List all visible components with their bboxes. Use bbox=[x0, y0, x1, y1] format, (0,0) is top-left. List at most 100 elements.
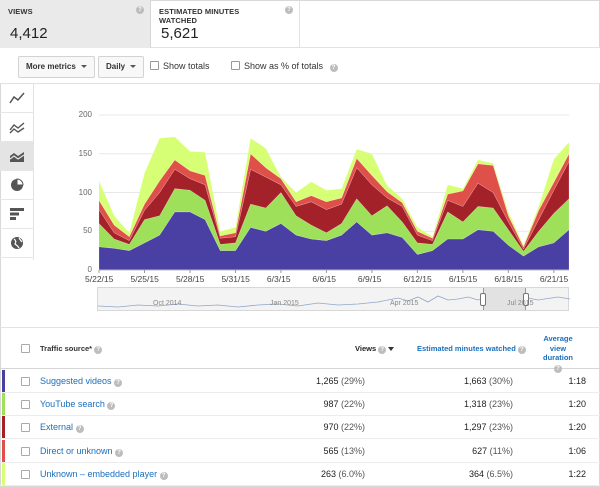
help-icon[interactable]: ? bbox=[378, 346, 387, 354]
help-icon[interactable]: ? bbox=[285, 6, 293, 14]
granularity-label: Daily bbox=[106, 62, 126, 71]
row-checkbox[interactable] bbox=[21, 377, 30, 386]
table-row: Direct or unknown ? 565 (13%) 627 (11%) 1:0… bbox=[0, 439, 600, 463]
views-cell: 970 (22%) bbox=[323, 422, 365, 433]
stacked-area-chart-icon bbox=[9, 152, 25, 162]
duration-cell: 1:18 bbox=[568, 376, 586, 386]
duration-cell: 1:20 bbox=[568, 399, 586, 410]
traffic-source-link[interactable]: Direct or unknown ? bbox=[40, 446, 124, 457]
minutes-cell: 1,318 (23%) bbox=[463, 399, 513, 410]
timeline-handle-right[interactable] bbox=[523, 293, 529, 306]
help-icon[interactable]: ? bbox=[329, 64, 338, 72]
series-color-swatch bbox=[2, 370, 5, 392]
pie-chart-button[interactable] bbox=[0, 171, 34, 200]
y-tick-label: 100 bbox=[78, 187, 92, 197]
pie-chart-icon bbox=[11, 178, 24, 191]
more-metrics-dropdown[interactable]: More metrics bbox=[18, 56, 95, 78]
x-tick-label: 6/6/15 bbox=[312, 274, 337, 284]
row-checkbox[interactable] bbox=[21, 446, 30, 456]
show-totals-label: Show totals bbox=[163, 61, 210, 71]
y-tick-label: 50 bbox=[83, 226, 92, 236]
x-tick-label: 6/15/15 bbox=[448, 274, 478, 284]
y-tick-label: 150 bbox=[78, 148, 92, 158]
show-totals-checkbox[interactable]: Show totals bbox=[150, 61, 210, 71]
bar-chart-button[interactable] bbox=[0, 200, 34, 229]
traffic-source-link[interactable]: External ? bbox=[40, 422, 84, 434]
help-icon[interactable]: ? bbox=[75, 425, 84, 434]
x-tick-label: 5/25/15 bbox=[130, 274, 159, 284]
more-metrics-label: More metrics bbox=[26, 62, 76, 71]
timeline-label: Jan 2015 bbox=[270, 300, 299, 307]
views-column-header[interactable]: Views ? bbox=[355, 344, 395, 354]
views-cell: 987 (22%) bbox=[323, 399, 365, 410]
row-checkbox[interactable] bbox=[21, 400, 30, 410]
timeline-navigator[interactable]: Oct 2014 Jan 2015 Apr 2015 Jul 2015 bbox=[97, 287, 570, 311]
table-row: Unknown – embedded player ? 263 (6.0%) 364… bbox=[0, 462, 600, 486]
x-tick-label: 6/12/15 bbox=[403, 274, 432, 284]
multi-line-chart-button[interactable] bbox=[0, 113, 34, 142]
help-icon[interactable]: ? bbox=[107, 402, 116, 411]
traffic-source-link[interactable]: YouTube search ? bbox=[40, 399, 116, 411]
line-chart-button[interactable] bbox=[0, 84, 34, 113]
duration-cell: 1:20 bbox=[568, 422, 586, 433]
x-tick-label: 6/9/15 bbox=[357, 274, 382, 284]
show-pct-checkbox[interactable]: Show as % of totals ? bbox=[231, 61, 338, 72]
duration-cell: 1:06 bbox=[568, 445, 586, 456]
granularity-dropdown[interactable]: Daily bbox=[98, 56, 145, 78]
help-icon[interactable]: ? bbox=[94, 346, 103, 354]
tab-minutes-label: ESTIMATED MINUTES WATCHED bbox=[159, 7, 240, 25]
views-cell: 263 (6.0%) bbox=[320, 468, 365, 479]
x-tick-label: 5/28/15 bbox=[175, 274, 205, 284]
tab-views-value: 4,412 bbox=[10, 25, 48, 42]
table-row: YouTube search ? 987 (22%) 1,318 (23%) 1:20 bbox=[0, 393, 600, 417]
show-pct-label: Show as % of totals bbox=[244, 61, 324, 71]
help-icon[interactable]: ? bbox=[136, 6, 144, 14]
minutes-cell: 1,297 (23%) bbox=[463, 422, 513, 433]
stacked-area-chart bbox=[98, 114, 570, 273]
line-chart-icon bbox=[9, 92, 25, 104]
map-button[interactable] bbox=[0, 229, 34, 258]
duration-header-line: Average bbox=[543, 334, 573, 343]
x-tick-label: 5/31/15 bbox=[221, 274, 250, 284]
help-icon[interactable]: ? bbox=[115, 448, 124, 457]
checkbox-box[interactable] bbox=[231, 61, 240, 70]
minutes-column-header[interactable]: Estimated minutes watched ? bbox=[417, 344, 526, 354]
views-cell: 1,265 (29%) bbox=[315, 376, 365, 386]
traffic-source-link[interactable]: Unknown – embedded player ? bbox=[40, 469, 168, 480]
help-icon[interactable]: ? bbox=[159, 471, 168, 480]
series-color-swatch bbox=[2, 462, 5, 485]
bar-chart-icon bbox=[10, 208, 24, 220]
minutes-cell: 364 (6.5%) bbox=[468, 468, 513, 479]
row-checkbox[interactable] bbox=[21, 469, 30, 479]
minutes-cell: 627 (11%) bbox=[472, 445, 513, 456]
stacked-area-chart-button[interactable] bbox=[0, 142, 34, 171]
timeline-handle-left[interactable] bbox=[480, 293, 486, 306]
x-tick-label: 5/22/15 bbox=[85, 274, 114, 284]
views-header-label: Views bbox=[355, 344, 377, 353]
duration-column-header[interactable]: Average view duration ? bbox=[540, 334, 576, 373]
timeline-label: Apr 2015 bbox=[390, 300, 419, 307]
help-icon[interactable]: ? bbox=[517, 346, 526, 354]
checkbox-box[interactable] bbox=[150, 61, 159, 70]
tab-views[interactable]: VIEWS ? 4,412 bbox=[0, 0, 151, 48]
series-color-swatch bbox=[2, 416, 5, 439]
duration-header-line: view bbox=[549, 343, 567, 353]
tab-views-label: VIEWS bbox=[8, 7, 33, 16]
help-icon[interactable]: ? bbox=[554, 364, 562, 373]
help-icon[interactable]: ? bbox=[114, 379, 123, 387]
select-all-checkbox[interactable] bbox=[21, 344, 30, 353]
chart-toolbar: More metrics Daily Show totals Show as %… bbox=[0, 48, 600, 84]
table-row: External ? 970 (22%) 1,297 (23%) 1:20 bbox=[0, 416, 600, 440]
traffic-source-link[interactable]: Suggested videos ? bbox=[40, 376, 123, 387]
timeline-label: Jul 2015 bbox=[507, 300, 534, 307]
chart-type-rail bbox=[0, 84, 34, 260]
y-tick-label: 0 bbox=[87, 265, 92, 274]
traffic-table-header: Traffic source* ? Views ? Estimated minu… bbox=[0, 327, 600, 373]
tab-minutes-value: 5,621 bbox=[161, 25, 199, 42]
duration-header-line: duration bbox=[543, 353, 573, 362]
source-column-header[interactable]: Traffic source* ? bbox=[40, 344, 103, 354]
timeline-label: Oct 2014 bbox=[153, 300, 182, 307]
tab-minutes-watched[interactable]: ESTIMATED MINUTES WATCHED ? 5,621 bbox=[151, 0, 300, 48]
row-checkbox[interactable] bbox=[21, 423, 30, 433]
views-cell: 565 (13%) bbox=[323, 445, 365, 456]
